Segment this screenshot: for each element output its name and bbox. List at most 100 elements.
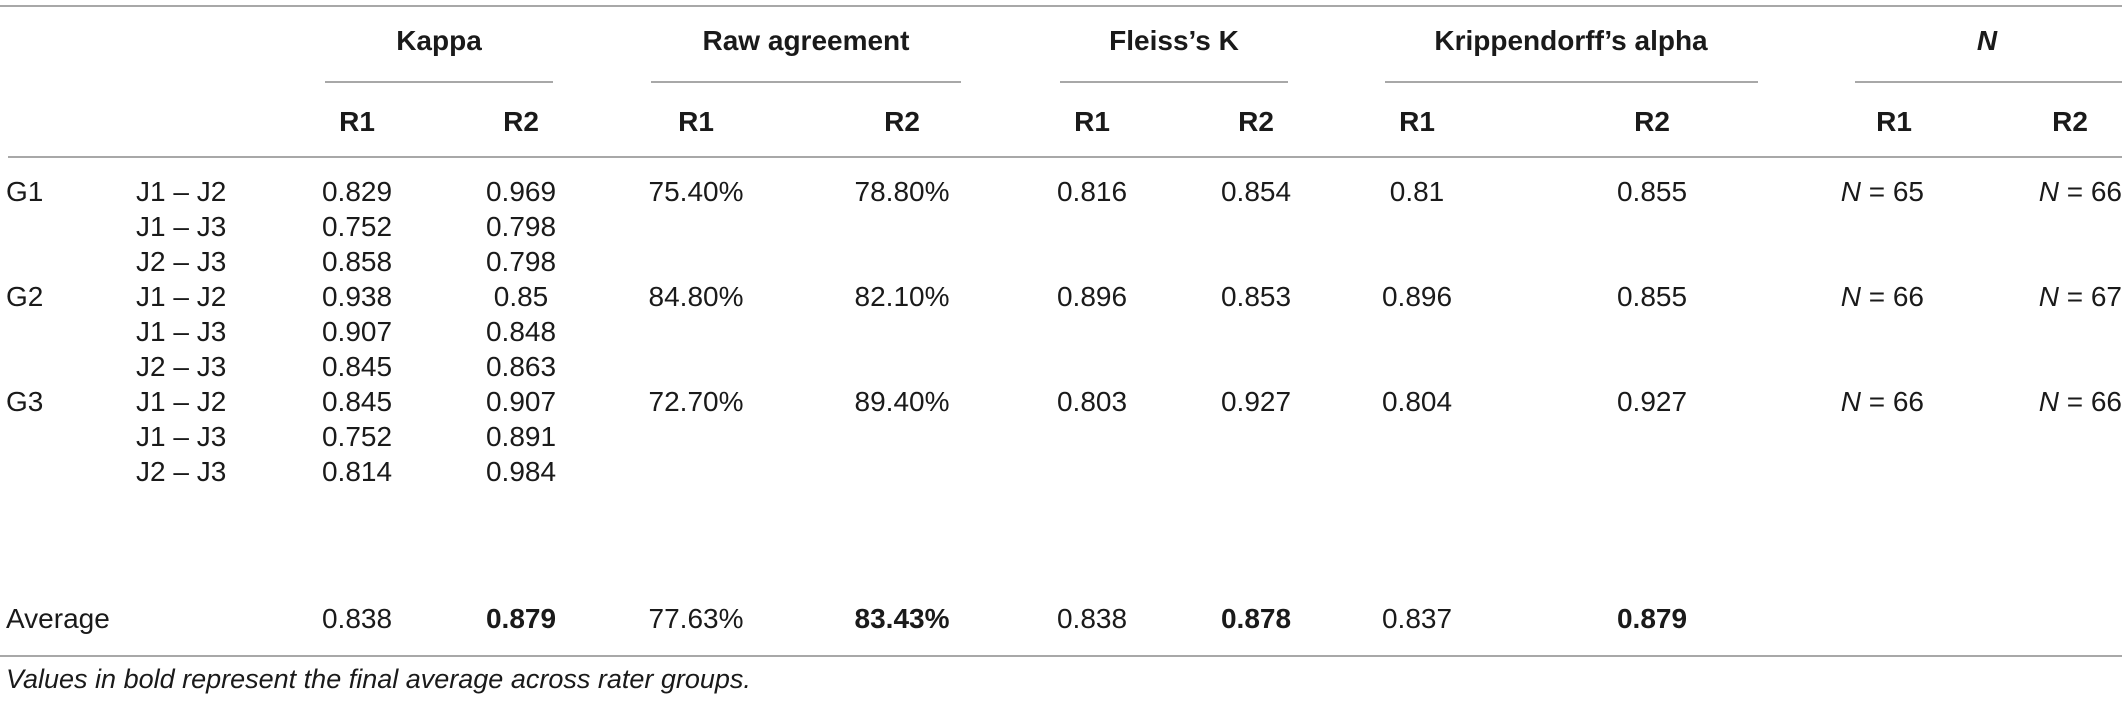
n-equals: =	[2058, 176, 2091, 207]
cell-group: G2	[6, 281, 44, 312]
subheader-raw-r1: R1	[678, 106, 714, 137]
cell-pair: J2 – J3	[136, 246, 227, 277]
n-value: 65	[1892, 176, 1924, 207]
header-krippendorff-alpha: Krippendorff’s alpha	[1434, 25, 1708, 56]
average-kappa-r1: 0.838	[321, 603, 393, 634]
cell-kappa-r1: 0.907	[321, 316, 393, 347]
cell-pair: J2 – J3	[136, 456, 227, 487]
cell-raw-r1: 75.40%	[648, 176, 744, 207]
cell-fleiss-r1: 0.896	[1056, 281, 1128, 312]
fleiss-group-rule	[1060, 81, 1288, 83]
cell-kappa-r2: 0.984	[485, 456, 557, 487]
cell-kripp-r1: 0.81	[1389, 176, 1445, 207]
cell-pair: J2 – J3	[136, 351, 227, 382]
n-equals: =	[2058, 281, 2091, 312]
cell-kappa-r2: 0.891	[485, 421, 557, 452]
n-value: 67	[2090, 281, 2122, 312]
cell-pair: J1 – J2	[136, 176, 227, 207]
cell-kappa-r1: 0.845	[321, 386, 393, 417]
cell-n-r1: N = 66	[1784, 280, 1924, 314]
average-kappa-r2: 0.879	[485, 603, 557, 634]
n-value: 66	[2090, 176, 2122, 207]
cell-n-r2: N = 66	[1982, 385, 2122, 419]
cell-group: G3	[6, 386, 44, 417]
cell-kappa-r1: 0.938	[321, 281, 393, 312]
subheader-n-r2: R2	[2052, 106, 2088, 137]
cell-pair: J1 – J3	[136, 211, 227, 242]
n-value: 66	[2090, 386, 2122, 417]
subheader-fleiss-r2: R2	[1238, 106, 1274, 137]
cell-fleiss-r2: 0.854	[1220, 176, 1292, 207]
cell-kappa-r1: 0.752	[321, 211, 393, 242]
table-bottom-rule	[0, 655, 2122, 657]
cell-kripp-r2: 0.855	[1616, 176, 1688, 207]
cell-kappa-r1: 0.829	[321, 176, 393, 207]
cell-kappa-r1: 0.752	[321, 421, 393, 452]
subheader-kappa-r1: R1	[339, 106, 375, 137]
n-value: 66	[1892, 386, 1924, 417]
cell-kappa-r1: 0.814	[321, 456, 393, 487]
cell-kripp-r2: 0.927	[1616, 386, 1688, 417]
header-fleiss-k: Fleiss’s K	[1109, 25, 1239, 56]
subheader-raw-r2: R2	[884, 106, 920, 137]
subheader-kripp-r2: R2	[1634, 106, 1670, 137]
cell-kripp-r2: 0.855	[1616, 281, 1688, 312]
cell-raw-r2: 78.80%	[854, 176, 950, 207]
cell-kappa-r2: 0.85	[493, 281, 549, 312]
average-fleiss-r2: 0.878	[1220, 603, 1292, 634]
n-equals: =	[2058, 386, 2091, 417]
cell-kappa-r1: 0.845	[321, 351, 393, 382]
cell-kappa-r2: 0.798	[485, 246, 557, 277]
cell-pair: J1 – J3	[136, 421, 227, 452]
cell-kappa-r2: 0.798	[485, 211, 557, 242]
n-symbol: N	[2038, 281, 2059, 312]
cell-fleiss-r2: 0.927	[1220, 386, 1292, 417]
n-symbol: N	[2038, 386, 2059, 417]
cell-pair: J1 – J3	[136, 316, 227, 347]
n-equals: =	[1860, 281, 1893, 312]
subheader-kripp-r1: R1	[1399, 106, 1435, 137]
n-group-rule	[1855, 81, 2122, 83]
subheader-fleiss-r1: R1	[1074, 106, 1110, 137]
header-bottom-rule	[8, 156, 2122, 158]
cell-raw-r1: 84.80%	[648, 281, 744, 312]
cell-n-r1: N = 66	[1784, 385, 1924, 419]
average-raw-r2: 83.43%	[854, 603, 950, 634]
cell-raw-r2: 89.40%	[854, 386, 950, 417]
cell-raw-r1: 72.70%	[648, 386, 744, 417]
cell-pair: J1 – J2	[136, 281, 227, 312]
n-value: 66	[1892, 281, 1924, 312]
cell-kappa-r2: 0.969	[485, 176, 557, 207]
n-equals: =	[1860, 176, 1893, 207]
cell-pair: J1 – J2	[136, 386, 227, 417]
average-label: Average	[6, 603, 110, 634]
n-equals: =	[1860, 386, 1893, 417]
cell-kripp-r1: 0.804	[1381, 386, 1453, 417]
cell-fleiss-r1: 0.816	[1056, 176, 1128, 207]
krippendorff-group-rule	[1385, 81, 1758, 83]
raw-agreement-group-rule	[651, 81, 961, 83]
header-n: N	[1976, 25, 1998, 56]
header-raw-agreement: Raw agreement	[702, 25, 910, 56]
table-footnote: Values in bold represent the final avera…	[6, 664, 751, 694]
cell-n-r1: N = 65	[1784, 175, 1924, 209]
kappa-group-rule	[325, 81, 553, 83]
cell-group: G1	[6, 176, 44, 207]
cell-n-r2: N = 66	[1982, 175, 2122, 209]
subheader-n-r1: R1	[1876, 106, 1912, 137]
average-fleiss-r1: 0.838	[1056, 603, 1128, 634]
cell-kappa-r2: 0.907	[485, 386, 557, 417]
header-kappa: Kappa	[396, 25, 482, 56]
cell-kripp-r1: 0.896	[1381, 281, 1453, 312]
cell-kappa-r1: 0.858	[321, 246, 393, 277]
n-symbol: N	[1840, 281, 1861, 312]
cell-fleiss-r1: 0.803	[1056, 386, 1128, 417]
cell-n-r2: N = 67	[1982, 280, 2122, 314]
average-raw-r1: 77.63%	[648, 603, 744, 634]
subheader-kappa-r2: R2	[503, 106, 539, 137]
cell-kappa-r2: 0.863	[485, 351, 557, 382]
cell-fleiss-r2: 0.853	[1220, 281, 1292, 312]
n-symbol: N	[2038, 176, 2059, 207]
table-top-rule	[0, 5, 2122, 7]
n-symbol: N	[1840, 176, 1861, 207]
